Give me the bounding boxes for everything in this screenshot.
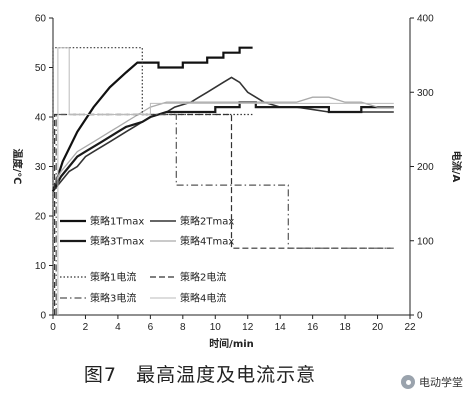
x-tick-label: 6 — [148, 322, 154, 333]
y-left-tick-label: 10 — [35, 261, 47, 272]
y-left-tick-label: 30 — [35, 162, 47, 173]
x-tick-label: 4 — [115, 322, 121, 333]
x-axis-label: 时间/min — [209, 337, 254, 350]
series-line-4 — [52, 96, 394, 187]
legend-label-6: 策略2电流 — [180, 271, 226, 284]
y-right-tick-label: 100 — [417, 236, 434, 247]
y-axis-left-label: 温度/℃ — [11, 149, 24, 185]
figure-title: 最高温度及电流示意 — [136, 364, 317, 386]
series-line-2 — [52, 76, 394, 192]
watermark-text: 电动学堂 — [419, 376, 463, 389]
figure-caption: 图7 最高温度及电流示意 — [0, 360, 400, 387]
x-tick-label: 18 — [340, 322, 352, 333]
x-tick-label: 2 — [83, 322, 89, 333]
y-right-tick-label: 300 — [417, 88, 434, 99]
temperature-current-chart: 0 2 4 6 8 10 12 14 16 18 20 22010203040506001002003… — [11, 14, 463, 351]
series-line-8 — [57, 47, 394, 315]
x-tick-label: 14 — [275, 322, 287, 333]
x-tick-label: 0 — [50, 322, 56, 333]
figure-number: 图7 — [83, 364, 118, 386]
y-left-tick-label: 60 — [35, 14, 47, 25]
axes: 0 2 4 6 8 10 12 14 16 18 20 22010203040506001002003… — [35, 14, 434, 334]
x-tick-label: 20 — [372, 322, 384, 333]
watermark: 电动学堂 — [401, 374, 463, 390]
series-line-3 — [52, 101, 394, 192]
series-line-1 — [51, 46, 253, 192]
series-line-7 — [55, 113, 394, 315]
x-tick-label: 10 — [210, 322, 222, 333]
chat-bubble-icon — [401, 375, 415, 389]
y-right-tick-label: 0 — [417, 311, 423, 322]
legend-label-5: 策略1电流 — [90, 271, 136, 284]
series-layer — [51, 46, 394, 315]
legend-label-3: 策略3Tmax — [90, 235, 144, 248]
y-left-tick-label: 20 — [35, 212, 47, 223]
legend: 策略1Tmax 策略2Tmax 策略3Tmax 策略4Tmax 策略1电流 策略2电流策略… — [60, 215, 234, 305]
y-right-tick-label: 400 — [417, 14, 434, 25]
y-left-tick-label: 50 — [35, 63, 47, 74]
legend-label-7: 策略3电流 — [90, 292, 136, 305]
legend-label-8: 策略4电流 — [180, 292, 226, 305]
x-tick-label: 12 — [242, 322, 254, 333]
y-axis-right-label: 电流/A — [450, 151, 463, 183]
x-tick-label: 8 — [180, 322, 186, 333]
x-tick-label: 16 — [307, 322, 319, 333]
y-right-tick-label: 200 — [417, 162, 434, 173]
legend-label-2: 策略2Tmax — [180, 215, 234, 228]
legend-label-1: 策略1Tmax — [90, 215, 144, 228]
legend-label-4: 策略4Tmax — [180, 235, 234, 248]
y-left-tick-label: 40 — [35, 113, 47, 124]
y-left-tick-label: 0 — [40, 311, 46, 322]
x-tick-label: 22 — [404, 322, 416, 333]
